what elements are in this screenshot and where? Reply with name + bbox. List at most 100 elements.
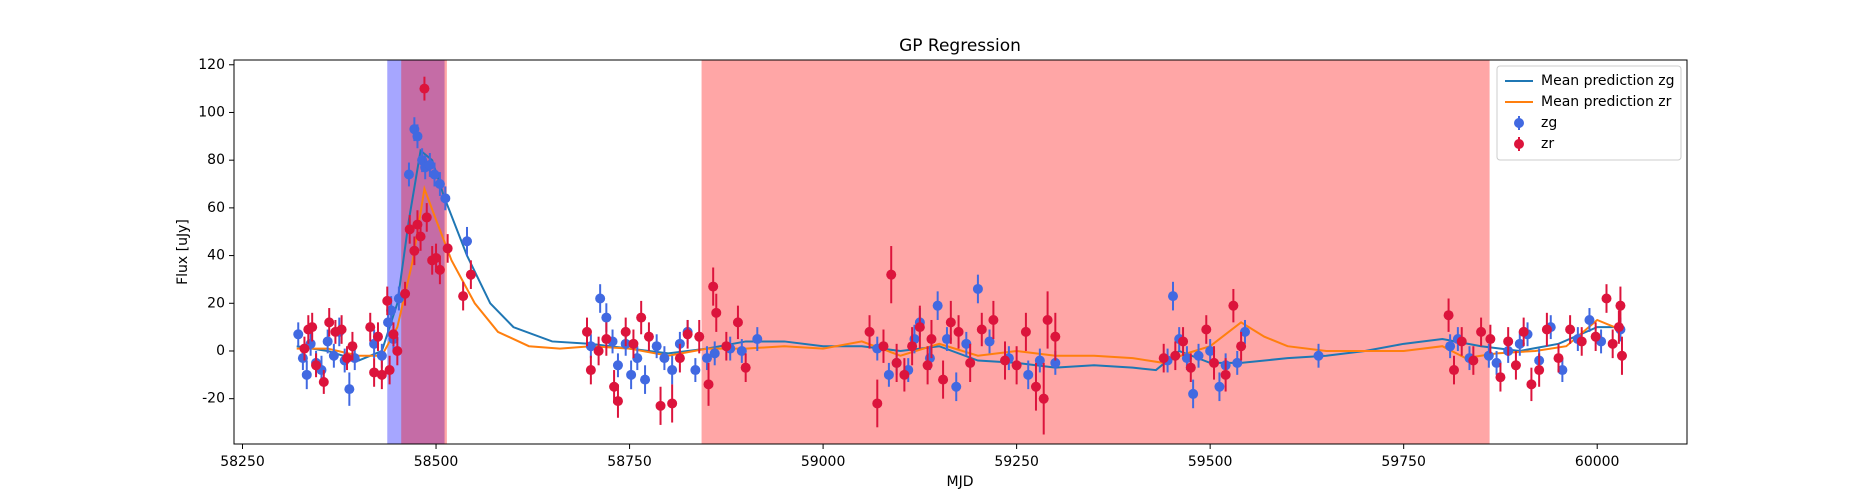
- data-point: [1510, 360, 1521, 371]
- data-point: [324, 317, 335, 328]
- data-point: [311, 360, 322, 371]
- data-point: [643, 331, 654, 342]
- data-point: [951, 381, 962, 392]
- data-point: [382, 295, 393, 306]
- data-point: [421, 212, 432, 223]
- data-point: [1541, 324, 1552, 335]
- data-point: [651, 341, 662, 352]
- data-point: [585, 365, 596, 376]
- data-point: [1616, 350, 1627, 361]
- data-point: [307, 322, 318, 333]
- data-point: [953, 326, 964, 337]
- data-point: [293, 329, 304, 340]
- data-point: [595, 293, 606, 304]
- data-point: [328, 350, 339, 361]
- legend-label: Mean prediction zr: [1541, 94, 1672, 110]
- data-point: [620, 326, 631, 337]
- data-point: [907, 341, 918, 352]
- data-point: [1201, 324, 1212, 335]
- x-tick-label: 58750: [607, 454, 652, 470]
- axes-frame: [233, 59, 1688, 445]
- data-point: [388, 329, 399, 340]
- data-point: [1576, 336, 1587, 347]
- shaded-span: [401, 60, 447, 444]
- x-tick-label: 59250: [994, 454, 1039, 470]
- data-point: [1485, 334, 1496, 345]
- y-tick-label: 40: [207, 248, 225, 264]
- data-point: [1050, 357, 1061, 368]
- data-point: [1491, 357, 1502, 368]
- plot-area: [293, 60, 1627, 444]
- data-point: [1042, 314, 1053, 325]
- data-point: [628, 338, 639, 349]
- data-point: [1193, 350, 1204, 361]
- data-point: [640, 374, 651, 385]
- data-point: [632, 353, 643, 364]
- legend-label: zr: [1541, 136, 1554, 152]
- x-tick-label: 59500: [1188, 454, 1233, 470]
- data-point: [922, 360, 933, 371]
- y-tick-label: 0: [216, 343, 225, 359]
- data-point: [344, 384, 355, 395]
- mean-prediction-line: [296, 184, 1621, 364]
- data-point: [318, 376, 329, 387]
- data-point: [386, 305, 397, 316]
- data-point: [409, 245, 420, 256]
- data-point: [601, 312, 612, 323]
- data-point: [961, 338, 972, 349]
- data-point: [701, 353, 712, 364]
- data-point: [376, 350, 387, 361]
- data-point: [736, 345, 747, 356]
- data-point: [667, 398, 678, 409]
- data-point: [972, 283, 983, 294]
- data-point: [1188, 388, 1199, 399]
- data-point: [581, 326, 592, 337]
- data-point: [1468, 355, 1479, 366]
- data-point: [872, 398, 883, 409]
- data-point: [440, 193, 451, 204]
- data-point: [1030, 381, 1041, 392]
- data-point: [1553, 353, 1564, 364]
- data-point: [376, 369, 387, 380]
- data-point: [336, 324, 347, 335]
- data-point: [1526, 379, 1537, 390]
- data-point: [984, 336, 995, 347]
- y-tick-label: 80: [207, 152, 225, 168]
- legend-label: Mean prediction zg: [1541, 73, 1675, 89]
- data-point: [703, 379, 714, 390]
- data-point: [655, 400, 666, 411]
- data-point: [1534, 365, 1545, 376]
- data-point: [708, 281, 719, 292]
- data-point: [690, 365, 701, 376]
- data-point: [384, 365, 395, 376]
- data-point: [1448, 365, 1459, 376]
- data-point: [1239, 326, 1250, 337]
- data-point: [431, 252, 442, 263]
- data-point: [1514, 338, 1525, 349]
- data-point: [412, 131, 423, 142]
- data-point: [601, 334, 612, 345]
- y-tick-label: 60: [207, 200, 225, 216]
- data-point: [988, 314, 999, 325]
- data-point: [667, 365, 678, 376]
- data-point: [659, 353, 670, 364]
- data-point: [1232, 357, 1243, 368]
- x-tick-label: 60000: [1575, 454, 1620, 470]
- data-point: [299, 343, 310, 354]
- data-point: [404, 224, 415, 235]
- data-point: [965, 357, 976, 368]
- data-point: [1503, 336, 1514, 347]
- data-point: [1584, 314, 1595, 325]
- data-point: [593, 345, 604, 356]
- x-tick-label: 58500: [414, 454, 459, 470]
- data-point: [1023, 369, 1034, 380]
- data-point: [752, 334, 763, 345]
- data-point: [400, 288, 411, 299]
- y-tick-label: -20: [202, 391, 225, 407]
- y-tick-label: 100: [198, 104, 225, 120]
- data-point: [1034, 355, 1045, 366]
- data-point: [938, 374, 949, 385]
- y-tick-label: 120: [198, 57, 225, 73]
- data-point: [429, 169, 440, 180]
